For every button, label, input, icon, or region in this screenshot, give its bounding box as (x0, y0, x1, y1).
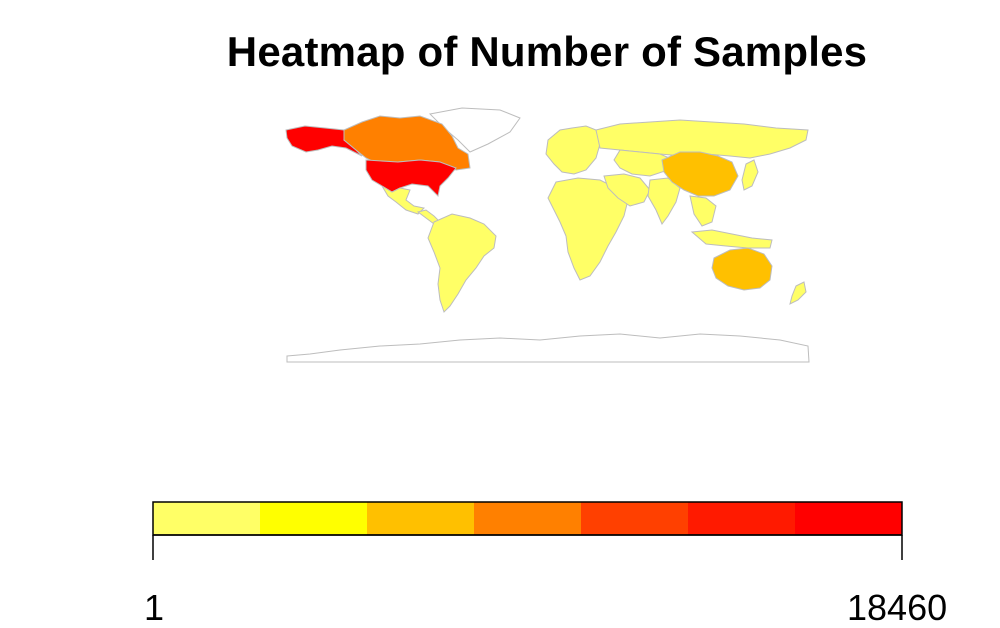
map-region-new-zealand (789, 281, 807, 305)
map-region-indonesia (690, 229, 773, 249)
legend-swatch (260, 502, 368, 535)
legend-swatch (367, 502, 475, 535)
map-region-europe (545, 125, 601, 175)
legend-max-label: 18460 (847, 587, 948, 628)
map-region-australia (711, 247, 773, 291)
legend-min-label: 1 (144, 587, 165, 628)
map-region-alaska (285, 125, 363, 157)
map-region-mexico (381, 185, 426, 215)
legend-swatch (688, 502, 796, 535)
legend-swatch (153, 502, 261, 535)
legend-swatch (474, 502, 582, 535)
legend-swatch (795, 502, 903, 535)
legend-swatches (153, 502, 903, 535)
map-region-antarctica (286, 333, 810, 363)
map-region-japan (741, 159, 759, 191)
map-region-central-asia (613, 149, 675, 177)
map-region-united-states (365, 159, 457, 198)
world-heatmap (285, 107, 810, 363)
page-title: Heatmap of Number of Samples (226, 28, 868, 75)
map-region-canada (343, 115, 471, 171)
map-region-south-america (427, 213, 497, 313)
map-region-greenland (428, 107, 521, 153)
map-region-southeast-asia (689, 195, 717, 227)
map-region-china (661, 151, 739, 197)
legend-swatch (581, 502, 689, 535)
map-region-middle-east (603, 173, 651, 207)
